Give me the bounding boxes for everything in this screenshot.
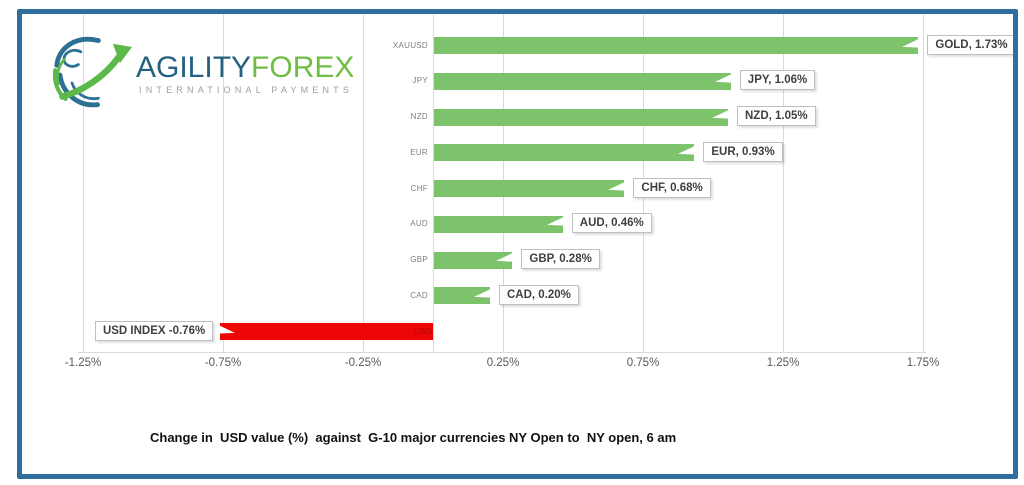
category-label-XAUUSD: XAUUSD bbox=[392, 40, 428, 50]
chart-caption: Change in USD value (%) against G-10 maj… bbox=[150, 430, 677, 445]
bar-USD bbox=[220, 323, 433, 340]
x-axis-tick-label: 1.75% bbox=[906, 357, 940, 369]
bottom-axis-line bbox=[78, 352, 926, 353]
gridline-1.25% bbox=[783, 14, 784, 352]
category-label-CHF: CHF bbox=[410, 183, 428, 193]
x-axis-tick-label: -0.75% bbox=[204, 357, 242, 369]
gridline--0.75% bbox=[223, 14, 224, 352]
data-callout-CAD: CAD, 0.20% bbox=[499, 284, 579, 305]
data-callout-CHF: CHF, 0.68% bbox=[633, 177, 711, 198]
category-label-AUD: AUD bbox=[410, 219, 428, 229]
data-callout-JPY: JPY, 1.06% bbox=[739, 70, 816, 91]
gridline--0.25% bbox=[363, 14, 364, 352]
bar-JPY bbox=[434, 72, 731, 90]
x-axis-tick-label: 0.75% bbox=[626, 357, 660, 369]
bar-CAD bbox=[434, 287, 490, 305]
bar-EUR bbox=[434, 144, 695, 162]
bar-GBP bbox=[434, 251, 513, 269]
brand-secondary: FOREX bbox=[251, 51, 355, 84]
category-label-USD: USD bbox=[414, 326, 432, 336]
gridline--1.25% bbox=[83, 14, 84, 352]
gridline-1.75% bbox=[923, 14, 924, 352]
x-axis-tick-label: -1.25% bbox=[64, 357, 102, 369]
data-callout-EUR: EUR, 0.93% bbox=[703, 141, 783, 162]
bar-XAUUSD bbox=[434, 37, 919, 54]
x-axis-tick-label: 0.25% bbox=[486, 357, 520, 369]
brand-wordmark: AGILITYFOREX bbox=[136, 51, 354, 85]
value-axis-line bbox=[433, 14, 434, 352]
x-axis-tick-label: 1.25% bbox=[766, 357, 800, 369]
data-callout-AUD: AUD, 0.46% bbox=[571, 213, 652, 234]
data-callout-GBP: GBP, 0.28% bbox=[521, 249, 600, 269]
bar-CHF bbox=[434, 180, 625, 197]
data-callout-NZD: NZD, 1.05% bbox=[737, 106, 816, 126]
brand-tagline: INTERNATIONAL PAYMENTS bbox=[139, 85, 354, 95]
data-callout-XAUUSD: GOLD, 1.73% bbox=[927, 34, 1016, 55]
bar-AUD bbox=[434, 215, 563, 233]
globe-arrow-icon bbox=[52, 36, 132, 108]
category-label-EUR: EUR bbox=[410, 147, 428, 157]
agilityforex-logo: AGILITYFOREX INTERNATIONAL PAYMENTS bbox=[52, 33, 354, 115]
category-label-GBP: GBP bbox=[410, 255, 428, 264]
brand-primary: AGILITY bbox=[136, 51, 252, 84]
data-callout-USD: USD INDEX -0.76% bbox=[94, 320, 214, 341]
category-label-NZD: NZD bbox=[410, 112, 428, 121]
bar-NZD bbox=[434, 108, 728, 126]
category-label-CAD: CAD bbox=[410, 290, 428, 300]
category-label-JPY: JPY bbox=[412, 76, 428, 86]
x-axis-tick-label: -0.25% bbox=[344, 357, 382, 369]
